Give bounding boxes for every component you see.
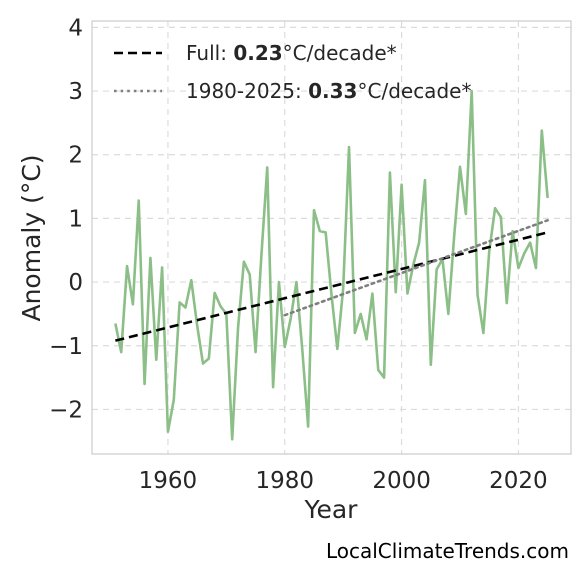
legend-full-name: Full (186, 41, 220, 65)
y-tick-label: 3 (68, 79, 83, 105)
y-tick-label: 2 (68, 143, 83, 169)
legend-full-unit: °C/decade* (283, 41, 397, 65)
trend-line-recent (283, 219, 549, 317)
legend-recent-colon: : (295, 79, 308, 103)
grid (92, 21, 571, 454)
y-tick-label: 1 (68, 206, 83, 232)
legend-full-colon: : (220, 41, 233, 65)
x-tick-label: 2000 (372, 468, 431, 494)
legend-recent-rate: 0.33 (308, 79, 357, 103)
y-tick-labels: −2 −1 0 1 2 3 4 (49, 15, 83, 423)
source-credit: LocalClimateTrends.com (326, 539, 569, 563)
legend-recent-unit: °C/decade* (357, 79, 471, 103)
y-tick-label: −2 (49, 397, 83, 423)
x-tick-label: 1980 (255, 468, 314, 494)
plot-frame (91, 20, 572, 455)
trend-line-full (115, 231, 548, 342)
legend: Full: 0.23°C/decade* 1980-2025: 0.33°C/d… (114, 41, 471, 103)
x-axis-label: Year (304, 495, 359, 524)
y-axis-label: Anomaly (°C) (17, 154, 46, 321)
legend-recent-name: 1980-2025 (186, 79, 295, 103)
anomaly-line (114, 89, 549, 441)
y-tick-label: 4 (68, 15, 83, 41)
y-tick-label: 0 (68, 270, 83, 296)
series-layer (114, 89, 549, 441)
x-tick-label: 2020 (489, 468, 548, 494)
x-tick-labels: 1960 1980 2000 2020 (139, 468, 548, 494)
x-tick-label: 1960 (139, 468, 198, 494)
y-tick-label: −1 (49, 334, 83, 360)
legend-entry-full: Full: 0.23°C/decade* (186, 41, 397, 65)
legend-entry-recent: 1980-2025: 0.33°C/decade* (186, 79, 471, 103)
legend-full-rate: 0.23 (233, 41, 282, 65)
